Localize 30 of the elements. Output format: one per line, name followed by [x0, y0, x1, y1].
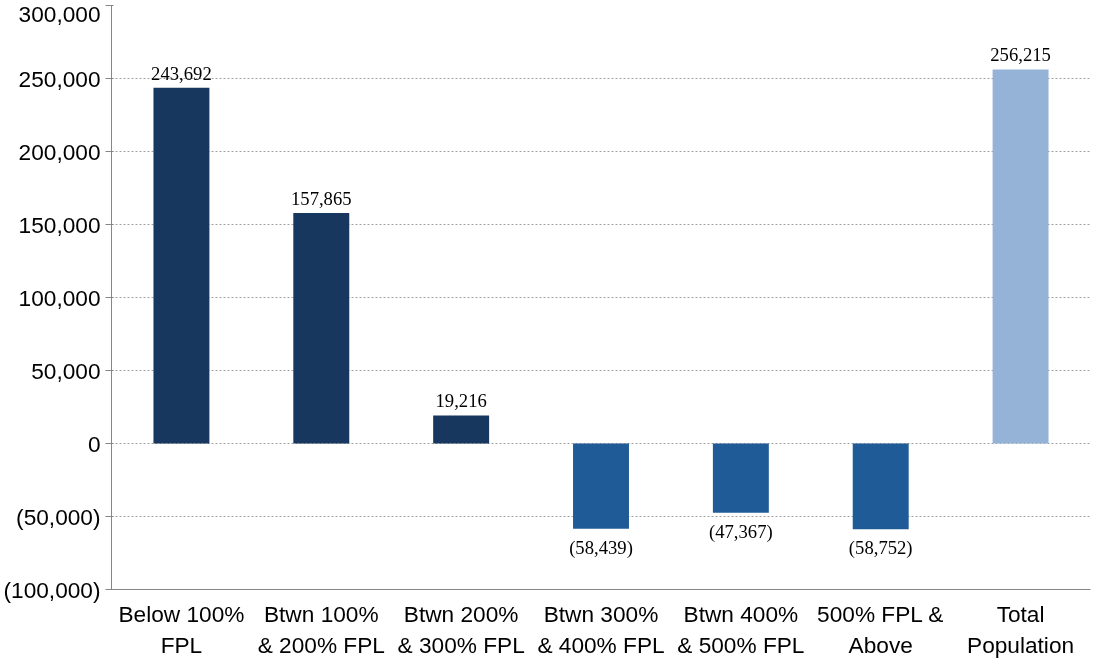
data-label: (58,439) [569, 536, 633, 559]
bar [573, 443, 629, 529]
x-tick-label: Btwn 200% & 300% FPL [397, 600, 525, 658]
x-tick-label: Below 100% FPL [118, 600, 245, 658]
bar [712, 443, 769, 513]
x-tick-label: Total Population [967, 600, 1075, 658]
data-label: 243,692 [151, 62, 212, 84]
y-tick-label: 200,000 [18, 138, 101, 165]
y-tick-label: 300,000 [18, 0, 101, 27]
y-tick-label: 100,000 [18, 284, 101, 311]
y-tick-label: 0 [87, 430, 101, 457]
data-label: 157,865 [290, 188, 352, 210]
bar [433, 415, 490, 444]
y-tick-label: 50,000 [31, 357, 101, 384]
data-label: (47,367) [708, 520, 773, 543]
x-tick-label: Btwn 400% & 500% FPL [677, 600, 805, 658]
x-tick-label: Btwn 100% & 200% FPL [257, 600, 385, 658]
bar [992, 69, 1049, 444]
bar [293, 213, 350, 444]
y-tick-label: (100,000) [3, 576, 101, 603]
data-label: 19,216 [435, 390, 487, 412]
data-label: 256,215 [990, 44, 1051, 66]
y-tick-label: (50,000) [16, 503, 101, 530]
y-tick-label: 250,000 [18, 65, 101, 92]
x-tick-label: Btwn 300% & 400% FPL [537, 600, 665, 658]
x-tick-label: 500% FPL & Above [817, 600, 944, 658]
bar [852, 443, 909, 530]
bar [153, 87, 210, 444]
data-label: (58,752) [848, 537, 913, 560]
y-tick-label: 150,000 [18, 211, 101, 238]
